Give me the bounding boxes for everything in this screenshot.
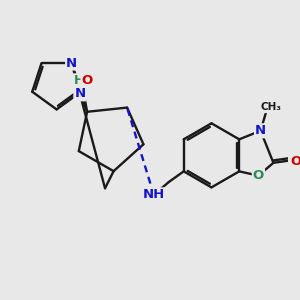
Text: O: O [253, 169, 264, 182]
Text: O: O [82, 74, 93, 87]
Text: H: H [74, 74, 84, 87]
Polygon shape [80, 92, 88, 112]
Text: O: O [290, 155, 300, 168]
Text: NH: NH [143, 188, 165, 201]
Text: CH₃: CH₃ [261, 102, 282, 112]
Text: N: N [255, 124, 266, 137]
Text: N: N [66, 56, 77, 70]
Text: N: N [74, 87, 86, 100]
